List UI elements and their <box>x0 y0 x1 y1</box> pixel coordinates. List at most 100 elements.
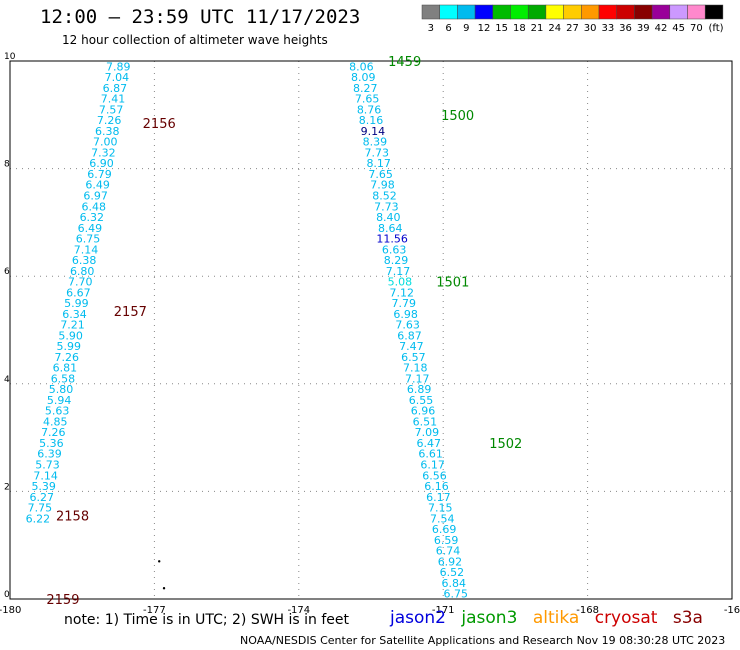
swh-value: 7.26 <box>97 114 122 127</box>
swh-value: 8.39 <box>363 136 388 149</box>
swh-value: 6.79 <box>87 168 112 181</box>
swh-value: 5.63 <box>45 405 70 418</box>
swh-value: 6.49 <box>78 222 103 235</box>
swh-value: 6.56 <box>422 469 447 482</box>
swh-value: 7.09 <box>415 426 440 439</box>
swh-value: 7.21 <box>60 319 85 332</box>
mission-legend: jason2 jason3 altika cryosat s3a <box>390 608 713 628</box>
colorbar-swatch <box>651 4 671 20</box>
swh-value: 7.73 <box>374 200 399 213</box>
colorbar-label: 15 <box>495 23 508 34</box>
swh-value: 7.54 <box>430 512 455 525</box>
chart-grid <box>10 61 732 599</box>
swh-value: 5.99 <box>56 340 81 353</box>
swh-value: 6.69 <box>432 523 457 536</box>
x-tick-label: -16 <box>724 605 740 616</box>
colorbar-label: 9 <box>463 23 469 34</box>
swh-value: 5.36 <box>39 437 64 450</box>
swh-value: 6.92 <box>438 555 463 568</box>
swh-value: 6.48 <box>82 200 107 213</box>
colorbar-label: (ft) <box>709 23 724 34</box>
swh-value: 4.85 <box>43 415 68 428</box>
colorbar-label: 6 <box>445 23 451 34</box>
swh-value: 6.63 <box>382 243 407 256</box>
time-label: 1502 <box>489 437 522 452</box>
y-tick-label: 6 <box>4 267 10 277</box>
swh-value: 8.64 <box>378 222 403 235</box>
swh-value: 8.06 <box>349 60 374 73</box>
swh-value: 7.65 <box>368 168 393 181</box>
wave-height-tracks: 7.897.046.877.417.577.266.387.007.326.90… <box>26 60 468 600</box>
swh-value: 11.56 <box>376 233 408 246</box>
mission-s3a: s3a <box>672 608 703 628</box>
swh-value: 7.65 <box>355 93 380 106</box>
swh-value: 6.58 <box>51 372 76 385</box>
colorbar-swatch <box>598 4 617 20</box>
swh-value: 5.39 <box>31 480 56 493</box>
swh-value: 7.00 <box>93 136 118 149</box>
swh-value: 6.27 <box>30 491 55 504</box>
colorbar-label: 30 <box>584 23 597 34</box>
colorbar-label: 18 <box>513 23 526 34</box>
colorbar-swatch <box>474 4 494 20</box>
chart-axes: -180 -177 -174 -171 -168 -16 0 2 4 6 8 10 <box>0 52 740 616</box>
swh-value: 8.29 <box>384 254 409 267</box>
swh-value: 6.89 <box>407 383 432 396</box>
colorbar-swatch <box>616 4 635 20</box>
swh-value: 5.94 <box>47 394 72 407</box>
swh-value: 8.52 <box>372 190 397 203</box>
y-tick-label: 2 <box>4 482 10 492</box>
colorbar-swatch <box>457 4 476 20</box>
swh-value: 5.99 <box>64 297 89 310</box>
swh-value: 7.73 <box>365 146 390 159</box>
swh-value: 8.16 <box>359 114 384 127</box>
y-tick-label: 4 <box>4 375 10 385</box>
y-tick-label: 0 <box>4 590 10 600</box>
colorbar-legend: 3 6 9 12 15 18 21 24 27 30 33 36 39 42 45 70 (ft) <box>421 4 724 34</box>
mission-cryosat: cryosat <box>594 608 658 628</box>
swh-value: 5.73 <box>35 459 60 472</box>
x-tick-label: -168 <box>576 605 599 616</box>
stray-data-point <box>162 587 166 590</box>
colorbar-swatch <box>563 4 582 20</box>
swh-value: 6.97 <box>83 190 108 203</box>
swh-value: 6.57 <box>401 351 426 364</box>
swh-value: 7.17 <box>405 372 430 385</box>
swh-value: 7.98 <box>370 179 395 192</box>
swh-value: 6.90 <box>89 157 114 170</box>
colorbar-label: 70 <box>690 23 703 34</box>
colorbar-swatch <box>704 4 724 20</box>
colorbar-swatch <box>581 4 600 20</box>
swh-value: 6.84 <box>442 577 467 590</box>
colorbar-label: 39 <box>637 23 650 34</box>
colorbar-label: 21 <box>531 23 544 34</box>
swh-value: 6.80 <box>70 265 95 278</box>
stray-data-point <box>158 560 161 563</box>
swh-value: 6.38 <box>72 254 97 267</box>
swh-value: 6.16 <box>424 480 449 493</box>
mission-jason2: jason2 <box>390 608 446 628</box>
swh-value: 6.75 <box>443 588 468 601</box>
swh-value: 7.32 <box>91 146 116 159</box>
colorbar-label: 27 <box>566 23 579 34</box>
swh-value: 6.22 <box>26 512 51 525</box>
mission-jason3: jason3 <box>461 608 518 628</box>
swh-value: 6.47 <box>417 437 442 450</box>
swh-value: 8.76 <box>357 103 382 116</box>
mission-altika: altika <box>532 608 580 628</box>
colorbar-swatch <box>669 4 688 20</box>
time-label: 1501 <box>436 276 469 291</box>
y-tick-label: 8 <box>4 160 10 170</box>
swh-value: 7.57 <box>99 103 124 116</box>
swh-value: 6.75 <box>76 233 101 246</box>
page-title: 12:00 – 23:59 UTC 11/17/2023 <box>40 6 361 28</box>
page-subtitle: 12 hour collection of altimeter wave hei… <box>62 33 328 47</box>
x-tick-label: -180 <box>0 605 21 616</box>
footer-credit: NOAA/NESDIS Center for Satellite Applica… <box>240 634 726 647</box>
swh-value: 7.12 <box>390 286 415 299</box>
swh-value: 8.09 <box>351 71 376 84</box>
colorbar-swatch <box>492 4 511 20</box>
swh-value: 6.34 <box>62 308 87 321</box>
swh-value: 7.41 <box>101 93 126 106</box>
